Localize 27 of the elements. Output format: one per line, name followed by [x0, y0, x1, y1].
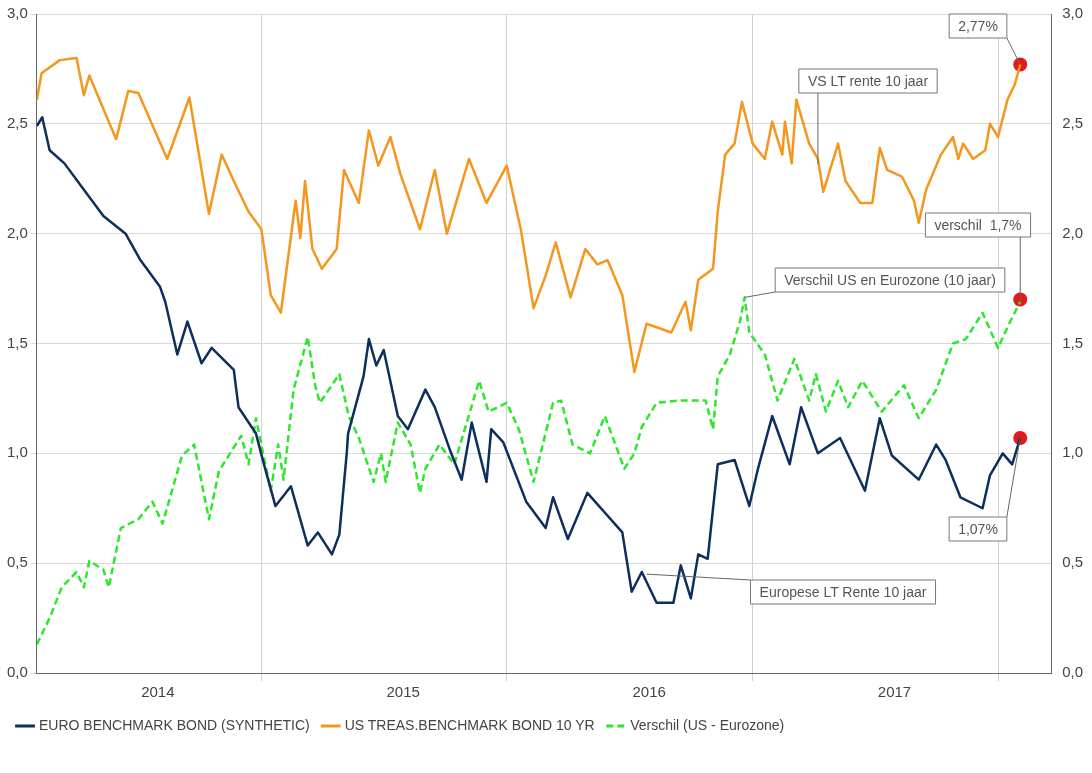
y-tick-label: 3,0 [6, 4, 28, 22]
y2-tick-label: 0,5 [1062, 553, 1084, 571]
legend-label: US TREAS.BENCHMARK BOND 10 YR [344, 716, 595, 733]
y-tick-label: 0,5 [6, 553, 28, 571]
annotation: Verschil US en Eurozone (10 jaar) [784, 271, 996, 288]
y2-tick-label: 0,0 [1062, 663, 1084, 681]
y-tick-label: 2,0 [6, 223, 28, 241]
y2-tick-label: 1,5 [1062, 333, 1084, 351]
y-tick-label: 0,0 [6, 663, 28, 681]
y-tick-label: 1,0 [6, 443, 28, 461]
y2-tick-label: 2,0 [1062, 223, 1084, 241]
x-tick-label: 2016 [632, 683, 666, 701]
annotation: VS LT rente 10 jaar [807, 72, 929, 89]
x-tick-label: 2015 [386, 683, 420, 701]
annotation: Europese LT Rente 10 jaar [759, 583, 927, 600]
legend-label: Verschil (US - Eurozone) [630, 716, 785, 733]
x-tick-label: 2014 [141, 683, 175, 701]
annotation: 2,77% [958, 17, 998, 34]
annotation: 1,07% [958, 520, 998, 537]
x-tick-label: 2017 [877, 683, 912, 701]
y2-tick-label: 1,0 [1062, 443, 1084, 461]
y-tick-label: 1,5 [6, 333, 28, 351]
y2-tick-label: 3,0 [1062, 4, 1084, 22]
y2-tick-label: 2,5 [1062, 113, 1084, 131]
legend-label: EURO BENCHMARK BOND (SYNTHETIC) [39, 716, 310, 733]
annotation: verschil 1,7% [934, 216, 1022, 233]
y-tick-label: 2,5 [6, 113, 28, 131]
